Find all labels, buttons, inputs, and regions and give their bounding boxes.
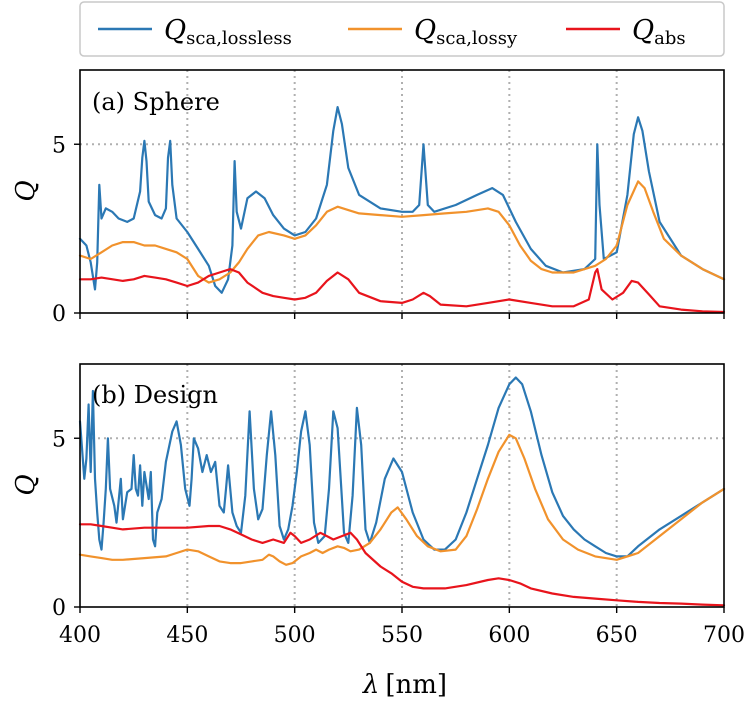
legend-label-lossy: Qsca,lossy (414, 15, 518, 49)
y-ticks-b: 05 (52, 427, 725, 621)
legend-entry-lossless: Qsca,lossless (98, 15, 292, 49)
series-line-abs-b (78, 523, 726, 607)
legend-entry-lossy: Qsca,lossy (348, 15, 518, 49)
x-tick-label-450: 450 (166, 623, 208, 648)
panel-a: 05 (a) Sphere Q (11, 69, 726, 327)
x-tick-label-400: 400 (59, 623, 101, 648)
x-tick-label-600: 600 (488, 623, 530, 648)
series-line-abs-a (78, 268, 726, 314)
series-line-lossless-b (78, 376, 726, 558)
x-tick-label-700: 700 (703, 623, 745, 648)
y-tick-label-5: 5 (52, 427, 66, 452)
series-b (78, 376, 726, 607)
panel-label-a: (a) Sphere (92, 88, 220, 116)
x-ticks: 400 450 500 550 600 650 700 (59, 623, 745, 648)
series-line-lossy-b (78, 433, 726, 566)
panel-label-b: (b) Design (92, 381, 218, 409)
y-ticks-a: 05 (52, 133, 725, 327)
panel-b: 05 (b) Design Q (11, 363, 726, 621)
x-axis-label: λ [nm] (362, 670, 447, 700)
legend: Qsca,lossless Qsca,lossy Qabs (79, 1, 725, 57)
y-tick-label-0: 0 (52, 302, 66, 327)
legend-label-lossless: Qsca,lossless (164, 15, 292, 49)
y-axis-label-b: Q (11, 474, 41, 495)
series-line-lossy-a (78, 180, 726, 284)
series-a (78, 106, 726, 314)
x-tick-label-500: 500 (274, 623, 316, 648)
y-axis-label-a: Q (11, 180, 41, 201)
legend-entry-abs: Qabs (566, 15, 686, 49)
grid-a (80, 70, 724, 313)
legend-label-abs: Qabs (632, 15, 686, 49)
series-line-lossless-a (78, 106, 726, 294)
x-tick-label-650: 650 (596, 623, 638, 648)
y-tick-label-5: 5 (52, 133, 66, 158)
y-tick-label-0: 0 (52, 596, 66, 621)
x-tick-label-550: 550 (381, 623, 423, 648)
